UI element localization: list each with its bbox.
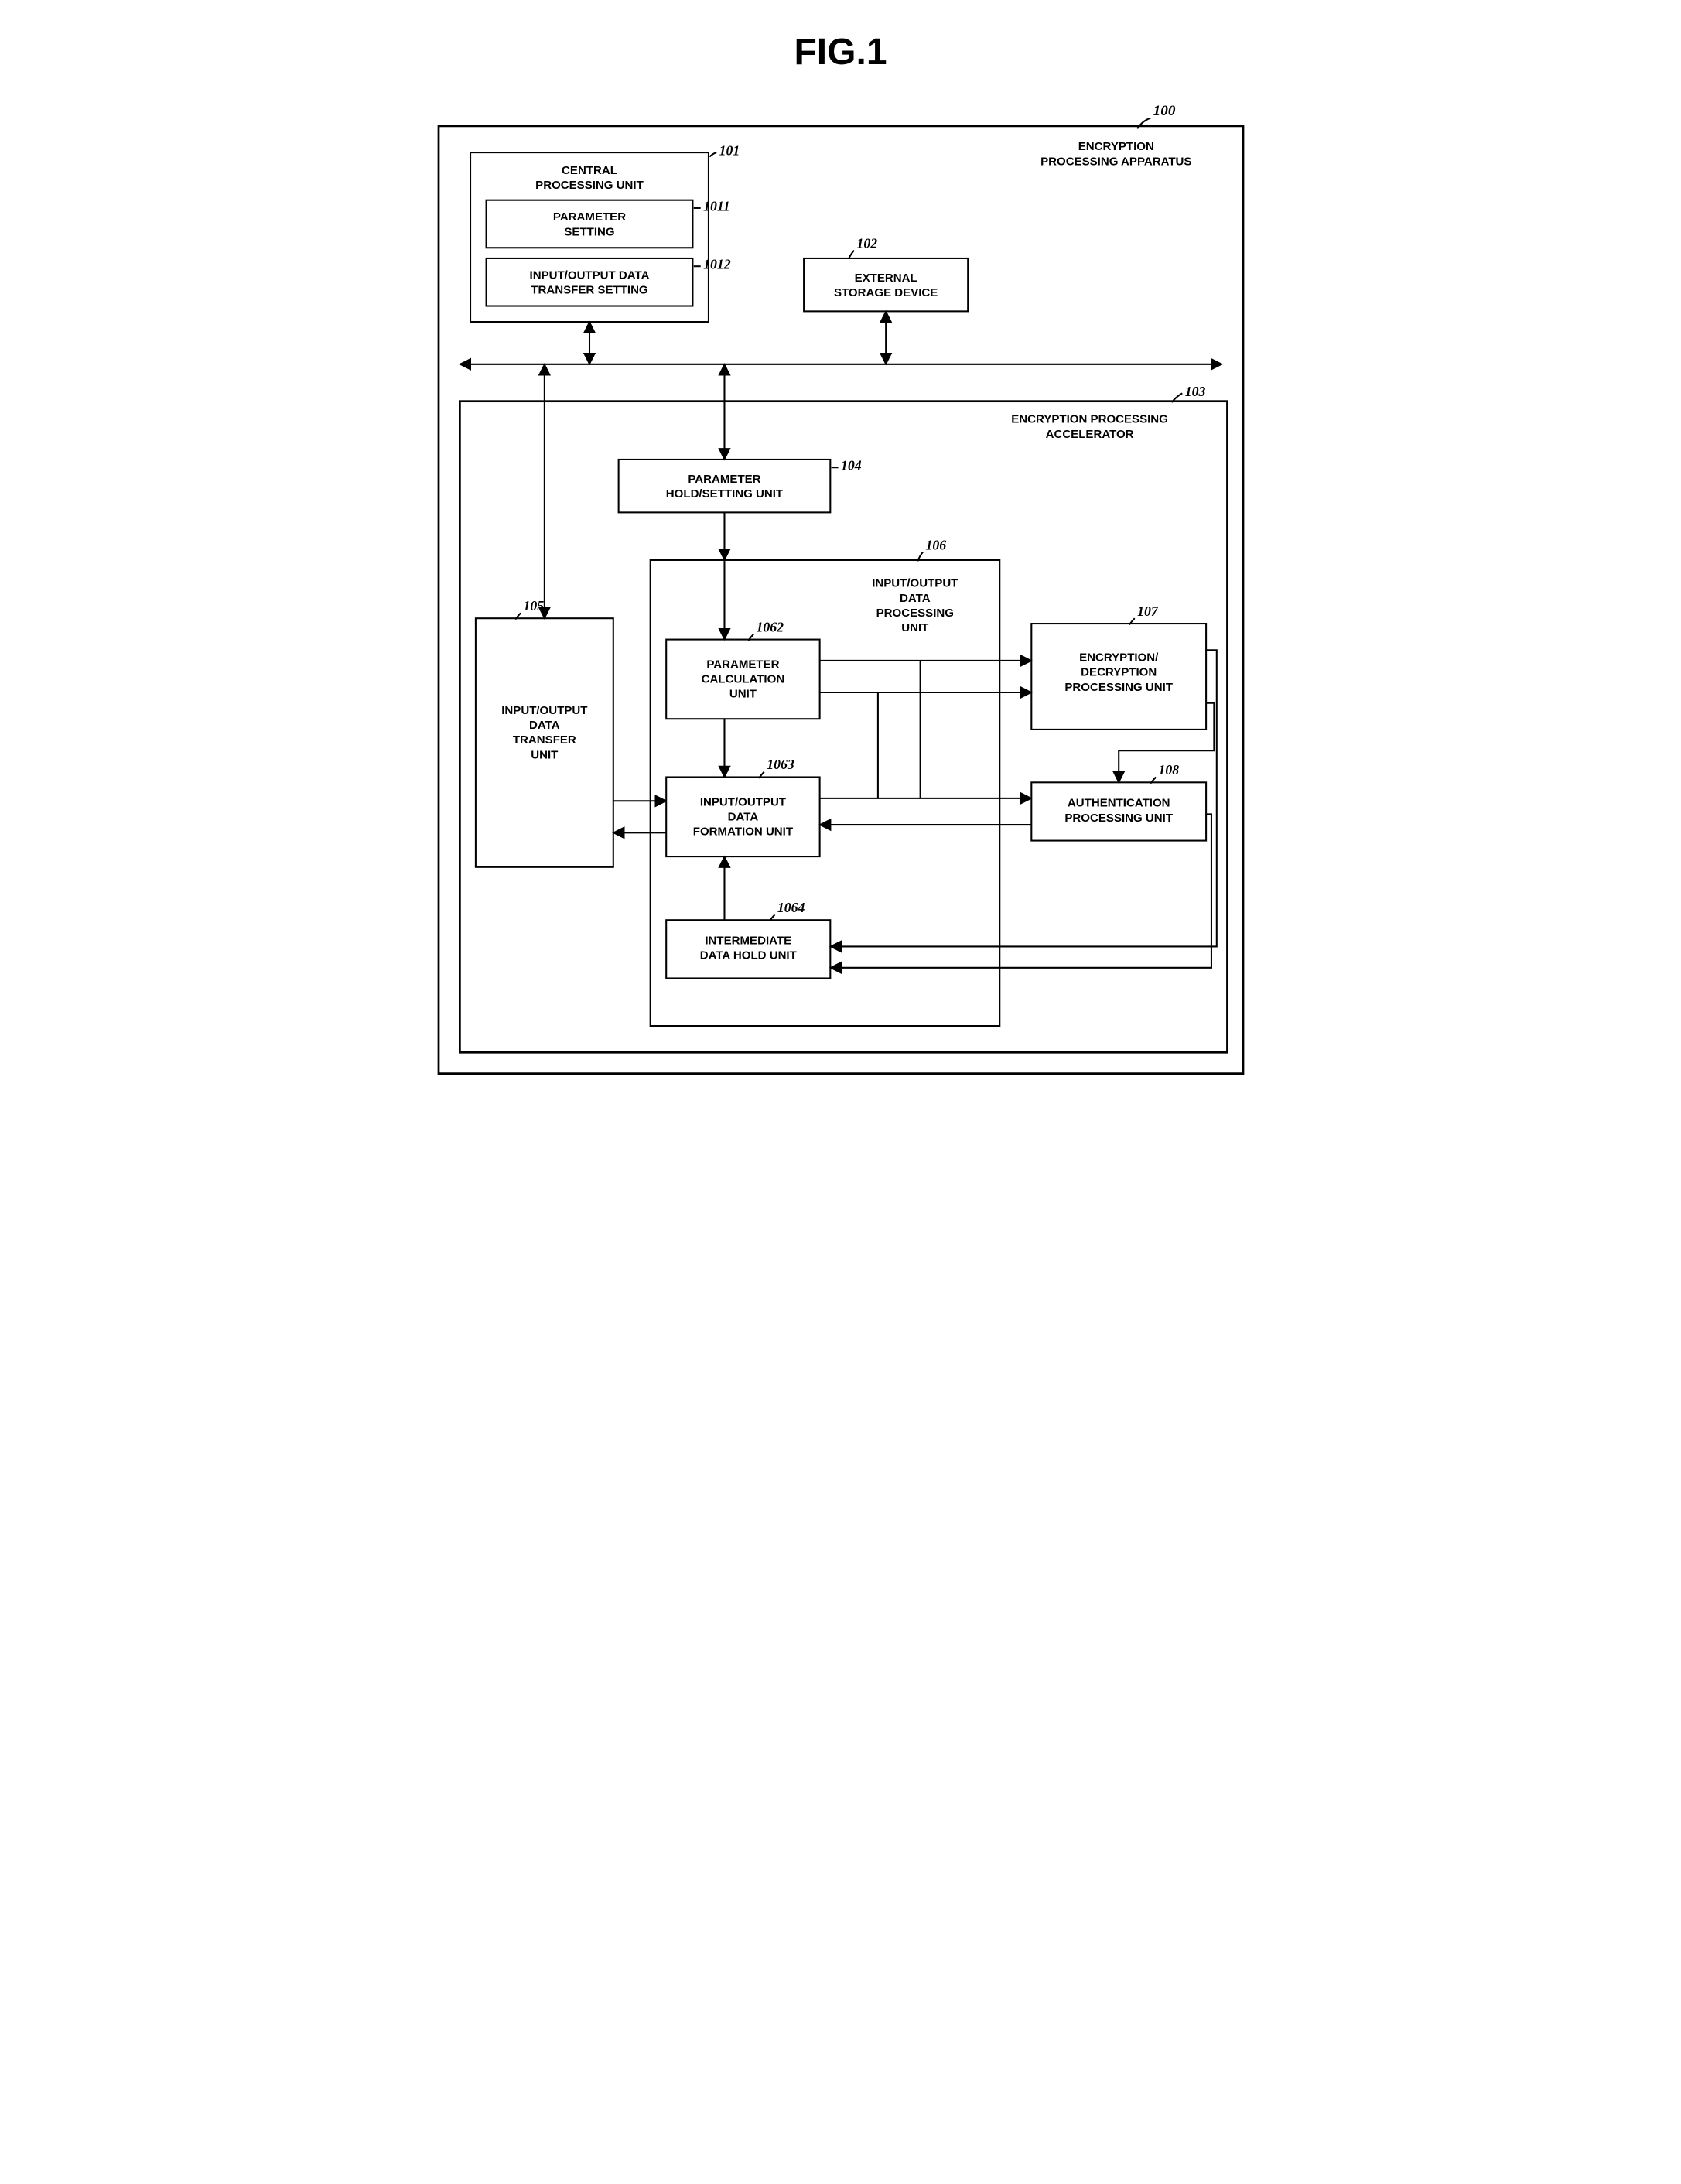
param-hold-box — [618, 460, 830, 512]
param-setting-label-1: PARAMETER — [552, 210, 625, 224]
enc-dec-label-2: DECRYPTION — [1081, 666, 1157, 679]
ref-1011: 1011 — [703, 198, 730, 214]
ref-107: 107 — [1137, 603, 1159, 619]
intermediate-label-2: DATA HOLD UNIT — [699, 949, 797, 962]
ext-storage-box — [804, 258, 968, 311]
auth-label-1: AUTHENTICATION — [1067, 797, 1170, 810]
io-processing-label-2: DATA — [900, 592, 931, 605]
cpu-label-2: PROCESSING UNIT — [535, 179, 644, 192]
ext-storage-label-2: STORAGE DEVICE — [833, 286, 937, 299]
ref-103: 103 — [1184, 384, 1205, 399]
io-transfer-setting-label-2: TRANSFER SETTING — [531, 284, 647, 297]
intermediate-label-1: INTERMEDIATE — [705, 935, 791, 948]
ref-104: 104 — [841, 458, 862, 473]
io-processing-label-4: UNIT — [901, 621, 929, 634]
io-transfer-label-4: UNIT — [531, 748, 559, 761]
auth-label-2: PROCESSING UNIT — [1064, 812, 1173, 825]
figure-title: FIG.1 — [31, 31, 1650, 73]
io-transfer-setting-box — [486, 258, 692, 306]
param-hold-label-1: PARAMETER — [688, 473, 760, 486]
io-processing-label-3: PROCESSING — [876, 607, 953, 620]
io-formation-label-2: DATA — [727, 810, 758, 823]
io-transfer-setting-label-1: INPUT/OUTPUT DATA — [529, 268, 649, 282]
ref-108: 108 — [1158, 762, 1179, 778]
io-processing-label-1: INPUT/OUTPUT — [872, 577, 958, 590]
cpu-label-1: CENTRAL — [562, 164, 617, 177]
param-setting-label-2: SETTING — [564, 225, 614, 238]
param-calc-label-2: CALCULATION — [701, 673, 784, 686]
ref-100: 100 — [1153, 103, 1175, 119]
ref-106: 106 — [925, 537, 946, 552]
accelerator-label-1: ENCRYPTION PROCESSING — [1011, 413, 1168, 426]
param-calc-label-1: PARAMETER — [706, 658, 779, 671]
ref-1064: 1064 — [777, 900, 805, 915]
enc-dec-label-3: PROCESSING UNIT — [1064, 681, 1173, 694]
ref-1063: 1063 — [767, 757, 794, 772]
enc-dec-label-1: ENCRYPTION/ — [1079, 651, 1159, 664]
ext-storage-label-1: EXTERNAL — [854, 272, 917, 285]
io-transfer-label-3: TRANSFER — [512, 733, 576, 747]
param-calc-label-3: UNIT — [729, 688, 757, 701]
param-hold-label-2: HOLD/SETTING UNIT — [665, 487, 783, 501]
ref-101: 101 — [719, 143, 740, 159]
io-transfer-label-2: DATA — [529, 719, 560, 732]
diagram: 100 ENCRYPTION PROCESSING APPARATUS 101 … — [415, 89, 1266, 1095]
apparatus-label-1: ENCRYPTION — [1078, 140, 1153, 153]
ref-102: 102 — [856, 235, 877, 251]
accelerator-label-2: ACCELERATOR — [1045, 428, 1133, 441]
param-setting-box — [486, 200, 692, 248]
ref-105: 105 — [523, 598, 544, 614]
ref-1012: 1012 — [703, 257, 731, 272]
apparatus-label-2: PROCESSING APPARATUS — [1040, 155, 1191, 168]
ref-1062: 1062 — [756, 619, 784, 634]
io-formation-label-1: INPUT/OUTPUT — [699, 795, 786, 808]
io-formation-label-3: FORMATION UNIT — [692, 825, 793, 839]
io-transfer-label-1: INPUT/OUTPUT — [501, 704, 588, 717]
